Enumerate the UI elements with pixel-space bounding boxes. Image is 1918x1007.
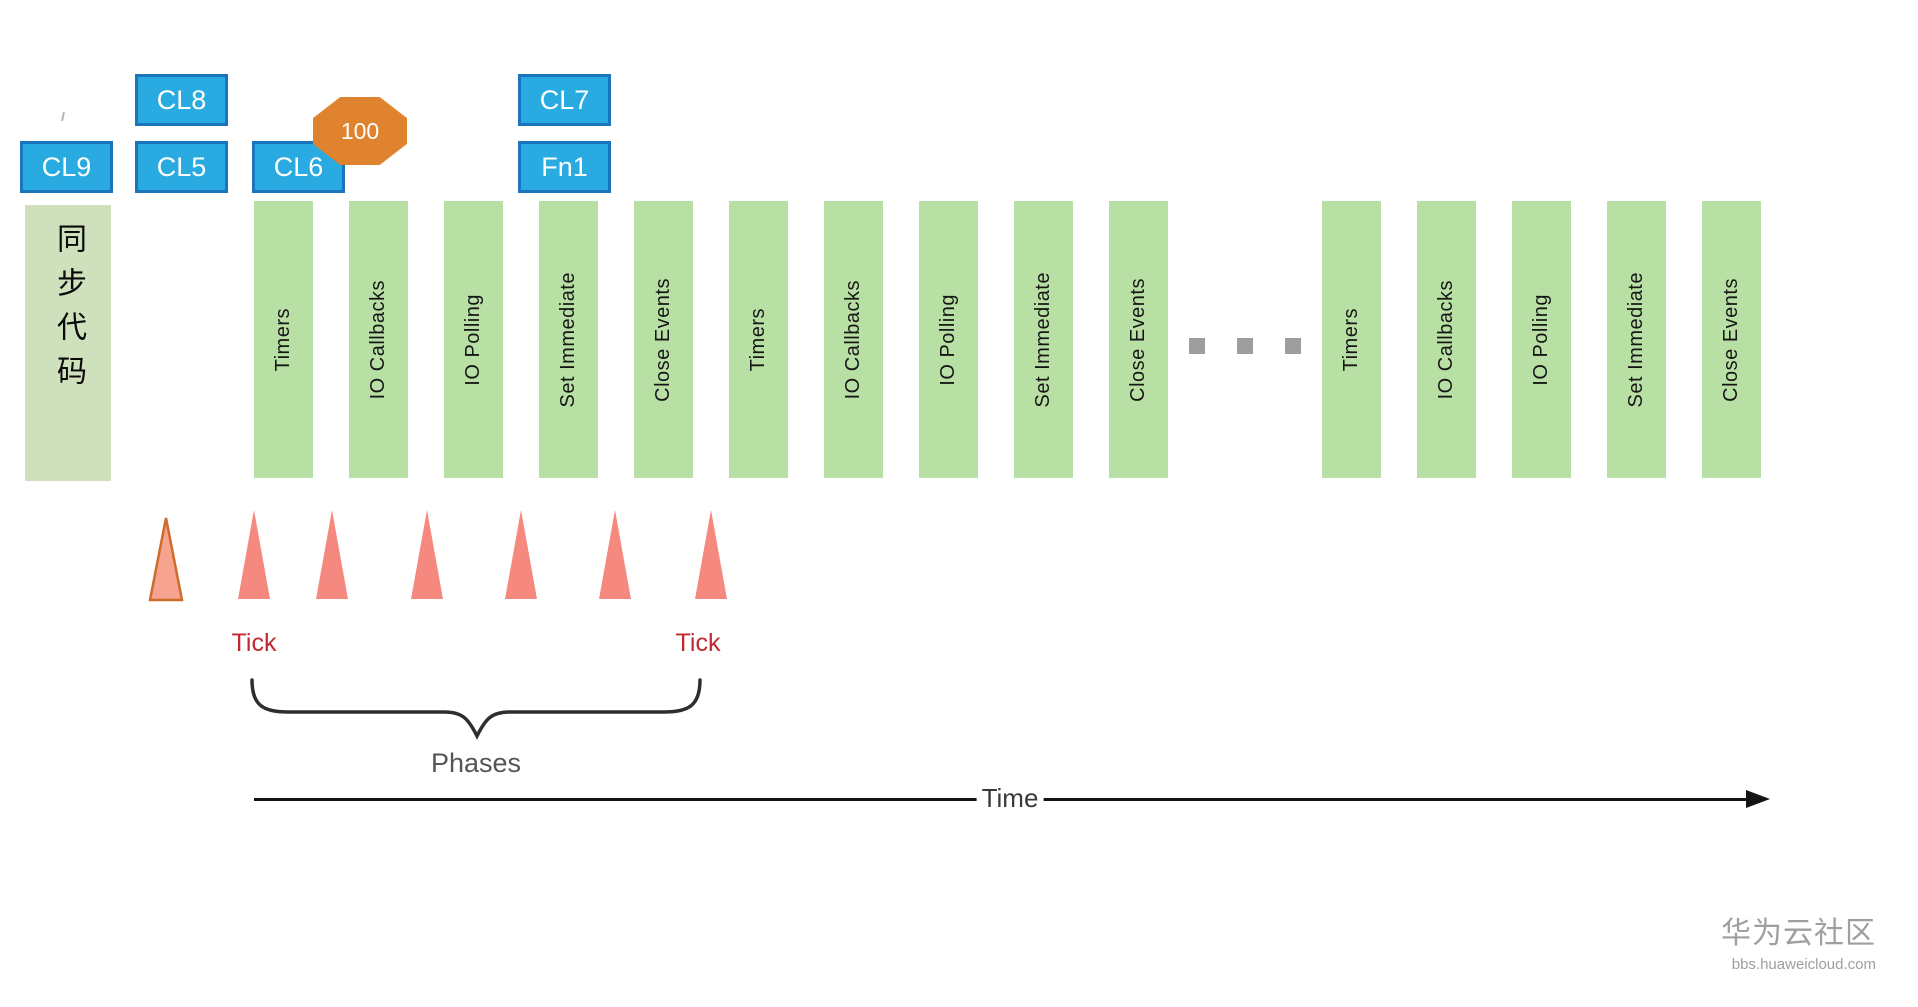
- phase-bar-close-events: Close Events: [634, 201, 693, 478]
- ellipsis-square-icon: [1189, 338, 1205, 354]
- tick-label: Tick: [231, 629, 277, 657]
- phase-bar-label: Close Events: [652, 277, 674, 402]
- phase-bar-label: Close Events: [1720, 277, 1742, 402]
- tick-triangle: [505, 510, 537, 599]
- phase-bar-set-immediate: Set Immediate: [539, 201, 598, 478]
- ellipsis-square-icon: [1237, 338, 1253, 354]
- tick-triangle: [238, 510, 270, 599]
- ellipsis-square-icon: [1285, 338, 1301, 354]
- phase-bar-io-polling: IO Polling: [1512, 201, 1571, 478]
- phase-bar-set-immediate: Set Immediate: [1014, 201, 1073, 478]
- phase-bar-label: IO Polling: [462, 293, 484, 386]
- phase-bar-label: Timers: [747, 307, 769, 372]
- label-cl9: CL9: [20, 141, 113, 193]
- phases-brace: [250, 678, 702, 740]
- label-cl7: CL7: [518, 74, 611, 126]
- sync-code-label: 同步代码: [52, 223, 85, 399]
- phase-bar-close-events: Close Events: [1702, 201, 1761, 478]
- tick-triangle-outlined: [148, 517, 184, 602]
- phase-bar-io-polling: IO Polling: [919, 201, 978, 478]
- label-cl8: CL8: [135, 74, 228, 126]
- phase-bar-label: IO Polling: [937, 293, 959, 386]
- phase-bar-label: Set Immediate: [557, 271, 579, 408]
- watermark: 华为云社区 bbs.huaweicloud.com: [1721, 908, 1876, 973]
- phase-bar-label: IO Callbacks: [842, 279, 864, 400]
- phases-caption: Phases: [430, 748, 522, 778]
- phase-bar-label: Timers: [272, 307, 294, 372]
- tick-triangle: [316, 510, 348, 599]
- timer-octagon-value: 100: [340, 117, 380, 144]
- phase-bar-timers: Timers: [729, 201, 788, 478]
- phase-bar-set-immediate: Set Immediate: [1607, 201, 1666, 478]
- phase-bar-io-callbacks: IO Callbacks: [349, 201, 408, 478]
- phase-bar-label: Close Events: [1127, 277, 1149, 402]
- phase-bar-label: IO Callbacks: [367, 279, 389, 400]
- stray-mark: [61, 111, 65, 122]
- label-fn1: Fn1: [518, 141, 611, 193]
- tick-triangle: [411, 510, 443, 599]
- tick-triangle: [695, 510, 727, 599]
- phase-bar-io-callbacks: IO Callbacks: [824, 201, 883, 478]
- tick-label: Tick: [675, 629, 721, 657]
- phase-bar-io-polling: IO Polling: [444, 201, 503, 478]
- tick-triangle: [599, 510, 631, 599]
- phase-bar-label: IO Polling: [1530, 293, 1552, 386]
- phase-bar-label: IO Callbacks: [1435, 279, 1457, 400]
- phase-bar-timers: Timers: [1322, 201, 1381, 478]
- time-axis-label: Time: [976, 783, 1044, 814]
- label-cl5: CL5: [135, 141, 228, 193]
- watermark-title: 华为云社区: [1721, 917, 1876, 950]
- watermark-url: bbs.huaweicloud.com: [1731, 956, 1876, 973]
- phase-bar-label: Set Immediate: [1032, 271, 1054, 408]
- phase-bar-label: Set Immediate: [1625, 271, 1647, 408]
- phase-bar-close-events: Close Events: [1109, 201, 1168, 478]
- sync-code-block: 同步代码: [25, 205, 111, 481]
- phase-bar-label: Timers: [1340, 307, 1362, 372]
- time-arrowhead-icon: [1746, 790, 1770, 808]
- phase-bar-io-callbacks: IO Callbacks: [1417, 201, 1476, 478]
- phase-bar-timers: Timers: [254, 201, 313, 478]
- timer-octagon: 100: [313, 97, 407, 165]
